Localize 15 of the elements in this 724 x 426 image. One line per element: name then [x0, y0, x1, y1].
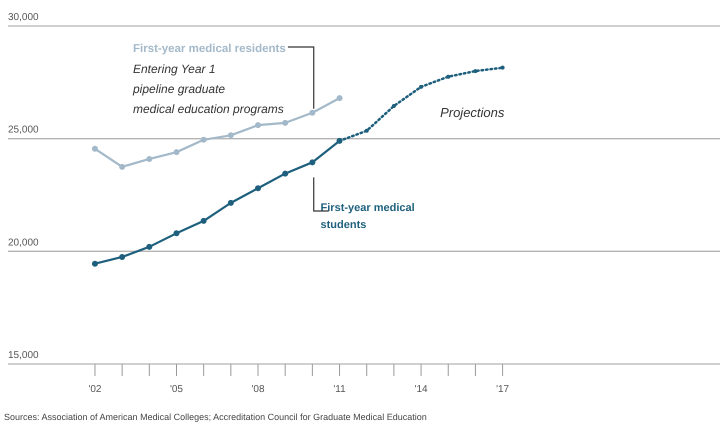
x-tick-label: '17 — [496, 384, 510, 395]
text: First-year medical residents — [133, 43, 286, 55]
y-tick-label: 15,000 — [8, 350, 40, 361]
x-tick-label: '14 — [414, 384, 428, 395]
x-tick-label: '08 — [251, 384, 265, 395]
x-tick-label: '11 — [333, 384, 346, 395]
y-tick-label: 20,000 — [8, 237, 40, 248]
x-tick-label: '02 — [88, 384, 102, 395]
text: First-year medical students — [320, 202, 415, 231]
y-tick-label: 25,000 — [8, 124, 40, 136]
x-tick-label: '05 — [170, 384, 184, 395]
source-note: Sources: Association of American Medical Colleges; Accreditation Council for Graduate Medical Education — [4, 412, 427, 422]
y-tick-label: 30,000 — [8, 12, 40, 23]
annotation: Projections — [440, 105, 505, 120]
annotation: Entering Year 1 pipeline graduate medical education programs — [132, 62, 284, 116]
